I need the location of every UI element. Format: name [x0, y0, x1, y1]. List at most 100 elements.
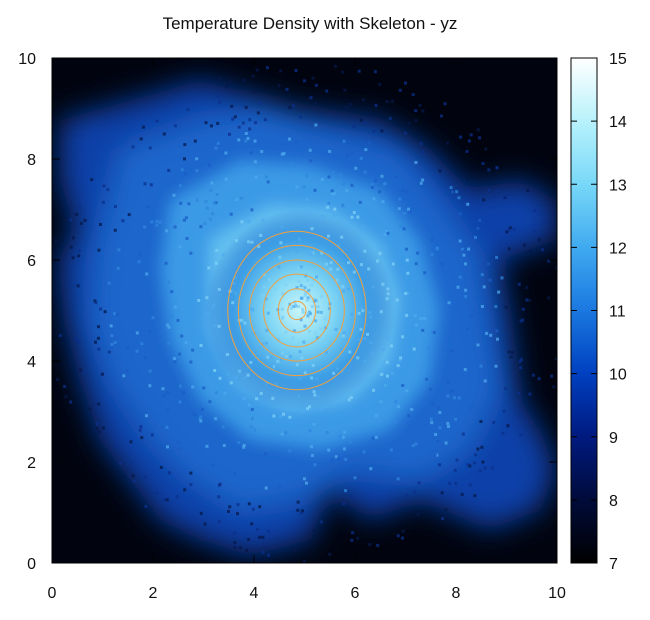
density-speckle [240, 318, 244, 322]
density-speckle [138, 252, 142, 256]
density-speckle [425, 377, 429, 381]
density-speckle [69, 400, 73, 404]
density-speckle [261, 218, 265, 222]
density-speckle [258, 505, 262, 509]
density-speckle [213, 324, 217, 327]
density-speckle [386, 374, 389, 378]
density-speckle [312, 299, 316, 303]
density-speckle [224, 151, 228, 155]
density-speckle [381, 200, 385, 204]
density-speckle [180, 168, 184, 172]
density-speckle [145, 272, 149, 276]
y-tick-label: 0 [27, 556, 36, 573]
density-speckle [325, 256, 329, 260]
density-speckle [309, 96, 313, 100]
density-speckle [74, 337, 78, 341]
density-speckle [455, 458, 459, 462]
density-speckle [456, 285, 460, 289]
density-speckle [280, 152, 284, 156]
density-speckle [502, 409, 506, 413]
density-speckle [350, 495, 354, 499]
density-speckle [77, 254, 81, 258]
density-speckle [447, 301, 451, 305]
density-speckle [253, 160, 257, 164]
density-speckle [327, 175, 331, 179]
density-speckle [280, 307, 284, 311]
density-speckle [289, 306, 293, 310]
density-speckle [466, 189, 469, 193]
density-speckle [433, 453, 437, 457]
density-speckle [183, 143, 187, 147]
density-speckle [363, 359, 367, 363]
density-speckle [276, 359, 280, 363]
density-speckle [225, 418, 229, 422]
density-speckle [356, 215, 360, 219]
density-speckle [238, 370, 242, 374]
density-speckle [94, 340, 97, 344]
density-speckle [335, 279, 339, 282]
density-speckle [396, 364, 400, 368]
density-speckle [97, 347, 101, 351]
density-speckle [352, 278, 356, 282]
density-speckle [378, 251, 382, 255]
density-speckle [305, 481, 308, 485]
density-speckle [285, 87, 289, 91]
density-speckle [336, 367, 339, 371]
density-speckle [399, 356, 403, 360]
density-speckle [424, 274, 428, 278]
density-speckle [479, 420, 483, 423]
density-speckle [474, 453, 478, 457]
density-speckle [310, 305, 314, 308]
density-speckle [45, 297, 48, 300]
density-speckle [454, 481, 458, 485]
density-speckle [306, 407, 309, 411]
density-speckle [469, 133, 473, 137]
density-speckle [261, 342, 265, 346]
density-speckle [245, 548, 249, 552]
density-speckle [237, 125, 241, 129]
density-speckle [264, 297, 268, 301]
density-speckle [106, 188, 110, 192]
density-speckle [225, 85, 229, 89]
density-speckle [391, 262, 395, 266]
density-speckle [243, 376, 247, 380]
density-speckle [191, 348, 195, 352]
density-speckle [295, 286, 299, 289]
density-speckle [314, 123, 318, 127]
density-speckle [323, 317, 327, 321]
density-speckle [411, 93, 415, 97]
density-speckle [507, 350, 511, 354]
density-speckle [295, 249, 299, 253]
density-speckle [242, 443, 246, 447]
density-speckle [390, 99, 394, 103]
density-speckle [517, 282, 521, 286]
density-speckle [222, 444, 226, 447]
density-speckle [444, 441, 448, 445]
density-speckle [299, 265, 303, 269]
density-speckle [412, 347, 416, 351]
density-speckle [243, 160, 247, 164]
density-speckle [182, 391, 186, 395]
density-speckle [390, 344, 393, 348]
density-speckle [75, 212, 79, 216]
density-speckle [349, 396, 353, 399]
density-speckle [284, 330, 288, 334]
density-speckle [350, 183, 354, 187]
density-speckle [126, 346, 130, 349]
density-speckle [466, 463, 470, 467]
density-speckle [310, 227, 314, 231]
density-speckle [385, 100, 389, 104]
density-speckle [295, 185, 299, 189]
density-speckle [140, 342, 144, 346]
density-speckle [368, 543, 372, 547]
density-speckle [305, 174, 309, 178]
density-speckle [443, 102, 447, 106]
density-speckle [463, 368, 467, 371]
density-speckle [210, 124, 213, 128]
density-speckle [320, 251, 324, 255]
density-speckle [320, 295, 324, 299]
density-speckle [263, 118, 267, 122]
plot-frame [51, 57, 558, 564]
density-speckle [402, 211, 406, 215]
density-speckle [388, 116, 392, 120]
